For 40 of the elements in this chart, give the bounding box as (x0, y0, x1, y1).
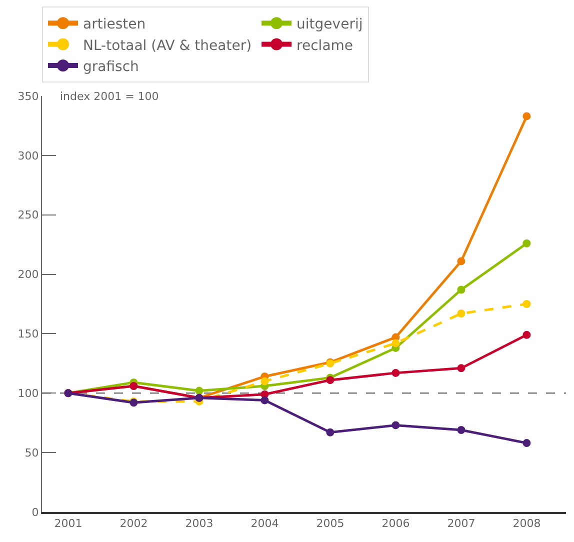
point (326, 428, 334, 436)
x-tick-label: 2007 (447, 516, 476, 530)
x-tick-label: 2008 (512, 516, 541, 530)
point (522, 439, 531, 448)
point (522, 239, 531, 248)
y-tick-label: 200 (18, 268, 39, 282)
point (522, 300, 531, 308)
legend-label: artiesten (83, 16, 146, 33)
point (457, 310, 466, 318)
point (457, 257, 466, 266)
legend-label: uitgeverij (296, 16, 363, 33)
y-tick-label: 100 (18, 386, 39, 400)
legend-label: reclame (296, 38, 354, 54)
point (260, 396, 269, 404)
legend-label: NL-totaal (AV & theater) (83, 38, 252, 54)
annotation: index 2001 = 100 (60, 90, 159, 103)
x-tick-label: 2001 (54, 516, 82, 530)
x-tick-label: 2005 (316, 516, 344, 530)
y-tick-label: 0 (32, 506, 39, 519)
point (392, 339, 400, 348)
x-tick-label: 2003 (185, 516, 214, 530)
y-tick-label: 150 (18, 328, 39, 341)
y-tick-label: 250 (18, 208, 39, 222)
y-tick-label: 350 (18, 90, 39, 103)
x-tick-label: 2006 (382, 516, 410, 530)
legend-label: grafisch (83, 58, 139, 75)
point (260, 377, 269, 386)
x-tick-label: 2004 (250, 516, 279, 530)
point (392, 421, 400, 430)
point (457, 426, 466, 434)
point (457, 364, 466, 372)
point (392, 368, 400, 377)
point (457, 286, 466, 294)
y-tick-label: 300 (18, 149, 39, 162)
point (326, 376, 334, 384)
x-tick-label: 2002 (120, 516, 148, 530)
point (522, 330, 531, 339)
point (195, 386, 204, 395)
y-tick-label: 50 (24, 446, 39, 460)
point (522, 112, 531, 120)
